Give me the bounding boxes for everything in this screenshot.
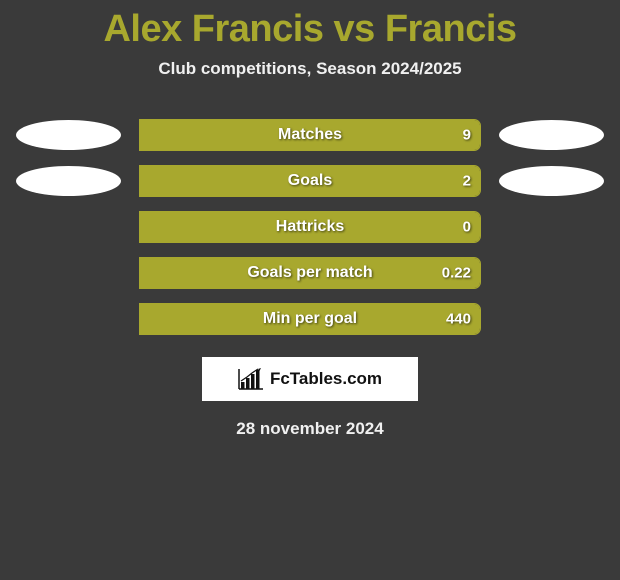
stat-row: Matches 9: [0, 119, 620, 151]
stat-row: Hattricks 0: [0, 211, 620, 243]
brand-text: FcTables.com: [270, 369, 382, 389]
stat-bar: Goals 2: [139, 165, 481, 197]
stat-value: 9: [463, 127, 471, 144]
stat-value: 2: [463, 173, 471, 190]
stat-value: 0: [463, 219, 471, 236]
player-oval-left: [16, 166, 121, 196]
brand-logo[interactable]: FcTables.com: [202, 357, 418, 401]
player-oval-right: [499, 166, 604, 196]
stat-value: 440: [446, 311, 471, 328]
date-line: 28 november 2024: [0, 419, 620, 439]
player-oval-left: [16, 120, 121, 150]
stat-bar: Matches 9: [139, 119, 481, 151]
stat-row: Goals per match 0.22: [0, 257, 620, 289]
page-title: Alex Francis vs Francis: [0, 0, 620, 51]
stat-label: Goals per match: [247, 264, 372, 282]
stat-label: Hattricks: [276, 218, 344, 236]
player-oval-right: [499, 120, 604, 150]
stat-value: 0.22: [442, 265, 471, 282]
stat-bar: Hattricks 0: [139, 211, 481, 243]
stat-bar: Min per goal 440: [139, 303, 481, 335]
subtitle: Club competitions, Season 2024/2025: [0, 59, 620, 79]
stat-row: Min per goal 440: [0, 303, 620, 335]
stat-row: Goals 2: [0, 165, 620, 197]
stat-bar: Goals per match 0.22: [139, 257, 481, 289]
stat-label: Goals: [288, 172, 332, 190]
stats-list: Matches 9 Goals 2 Hattricks 0 Goals per match 0…: [0, 119, 620, 335]
chart-icon: [238, 368, 264, 390]
stat-label: Min per goal: [263, 310, 357, 328]
stat-label: Matches: [278, 126, 342, 144]
